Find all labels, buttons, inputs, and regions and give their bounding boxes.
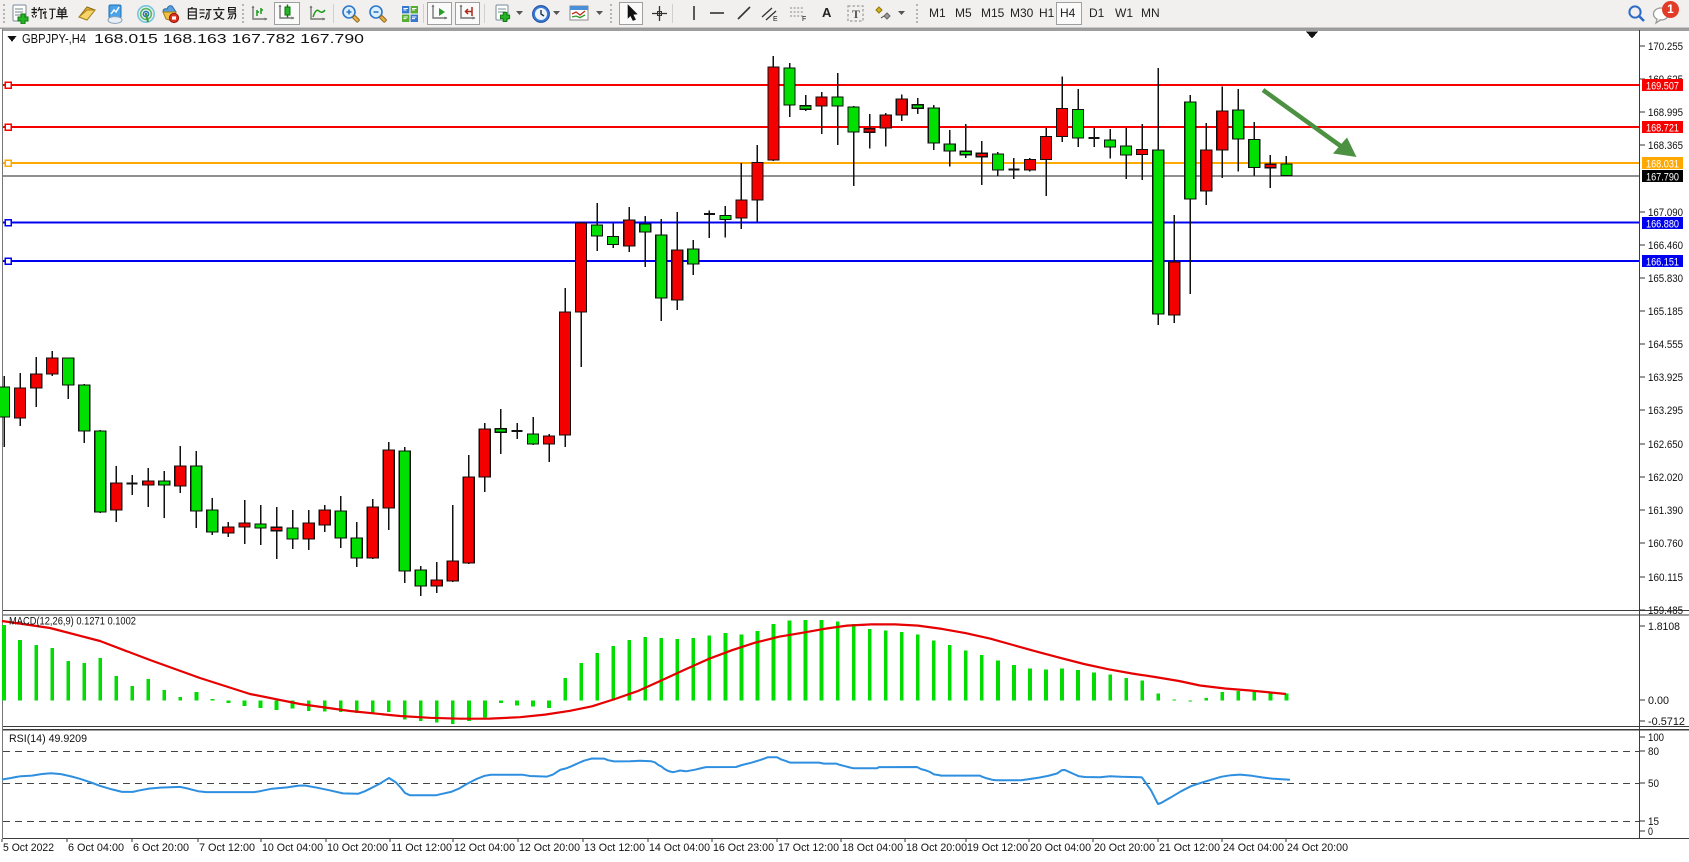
svg-text:10 Oct 04:00: 10 Oct 04:00	[262, 842, 323, 854]
svg-text:14 Oct 04:00: 14 Oct 04:00	[649, 842, 710, 854]
svg-text:24 Oct 20:00: 24 Oct 20:00	[1287, 842, 1348, 854]
svg-text:168.015 168.163 167.782 167.79: 168.015 168.163 167.782 167.790	[94, 31, 364, 46]
svg-text:168.995: 168.995	[1648, 107, 1683, 119]
svg-text:1.8108: 1.8108	[1648, 621, 1680, 633]
svg-text:167.790: 167.790	[1646, 172, 1679, 184]
svg-text:159.485: 159.485	[1648, 605, 1683, 617]
svg-text:21 Oct 12:00: 21 Oct 12:00	[1159, 842, 1220, 854]
svg-text:163.295: 163.295	[1648, 405, 1683, 417]
svg-text:168.365: 168.365	[1648, 140, 1683, 152]
svg-text:170.255: 170.255	[1648, 41, 1683, 53]
svg-text:80: 80	[1648, 746, 1659, 758]
svg-text:12 Oct 20:00: 12 Oct 20:00	[519, 842, 580, 854]
svg-text:6 Oct 04:00: 6 Oct 04:00	[68, 842, 124, 854]
svg-text:166.460: 166.460	[1648, 240, 1683, 252]
svg-text:165.185: 165.185	[1648, 306, 1683, 318]
svg-text:E: E	[773, 16, 778, 23]
svg-text:169.507: 169.507	[1646, 81, 1679, 93]
svg-text:24 Oct 04:00: 24 Oct 04:00	[1223, 842, 1284, 854]
svg-text:20 Oct 04:00: 20 Oct 04:00	[1030, 842, 1091, 854]
svg-text:50: 50	[1648, 778, 1659, 790]
svg-text:F: F	[802, 16, 806, 23]
svg-text:10 Oct 20:00: 10 Oct 20:00	[327, 842, 388, 854]
svg-text:15: 15	[1648, 816, 1659, 828]
svg-text:18 Oct 20:00: 18 Oct 20:00	[906, 842, 967, 854]
svg-text:MACD(12,26,9) 0.1271 0.1002: MACD(12,26,9) 0.1271 0.1002	[9, 616, 136, 628]
svg-text:164.555: 164.555	[1648, 339, 1683, 351]
svg-text:0.00: 0.00	[1648, 695, 1669, 707]
svg-text:165.830: 165.830	[1648, 273, 1683, 285]
svg-text:19 Oct 12:00: 19 Oct 12:00	[967, 842, 1028, 854]
svg-text:100: 100	[1648, 732, 1664, 744]
svg-text:RSI(14) 49.9209: RSI(14) 49.9209	[9, 733, 87, 745]
svg-text:6 Oct 20:00: 6 Oct 20:00	[133, 842, 189, 854]
svg-text:T: T	[852, 7, 860, 21]
svg-text:13 Oct 12:00: 13 Oct 12:00	[584, 842, 645, 854]
svg-text:-0.5712: -0.5712	[1648, 716, 1685, 728]
svg-text:7 Oct 12:00: 7 Oct 12:00	[199, 842, 255, 854]
svg-text:18 Oct 04:00: 18 Oct 04:00	[842, 842, 903, 854]
svg-text:168.031: 168.031	[1646, 159, 1679, 171]
svg-text:168.721: 168.721	[1646, 123, 1679, 135]
svg-text:160.760: 160.760	[1648, 538, 1683, 550]
svg-text:12 Oct 04:00: 12 Oct 04:00	[454, 842, 515, 854]
svg-text:20 Oct 20:00: 20 Oct 20:00	[1094, 842, 1155, 854]
svg-text:16 Oct 23:00: 16 Oct 23:00	[713, 842, 774, 854]
svg-text:166.151: 166.151	[1646, 257, 1679, 269]
svg-text:163.925: 163.925	[1648, 372, 1683, 384]
svg-text:167.090: 167.090	[1648, 207, 1683, 219]
svg-text:161.390: 161.390	[1648, 505, 1683, 517]
svg-text:162.020: 162.020	[1648, 472, 1683, 484]
svg-text:5 Oct 2022: 5 Oct 2022	[3, 842, 54, 854]
svg-text:162.650: 162.650	[1648, 439, 1683, 451]
svg-text:0: 0	[1648, 826, 1653, 838]
svg-text:17 Oct 12:00: 17 Oct 12:00	[778, 842, 839, 854]
svg-text:160.115: 160.115	[1648, 572, 1683, 584]
svg-text:11 Oct 12:00: 11 Oct 12:00	[391, 842, 452, 854]
svg-text:166.880: 166.880	[1646, 219, 1679, 231]
svg-text:GBPJPY-,H4: GBPJPY-,H4	[22, 31, 86, 46]
